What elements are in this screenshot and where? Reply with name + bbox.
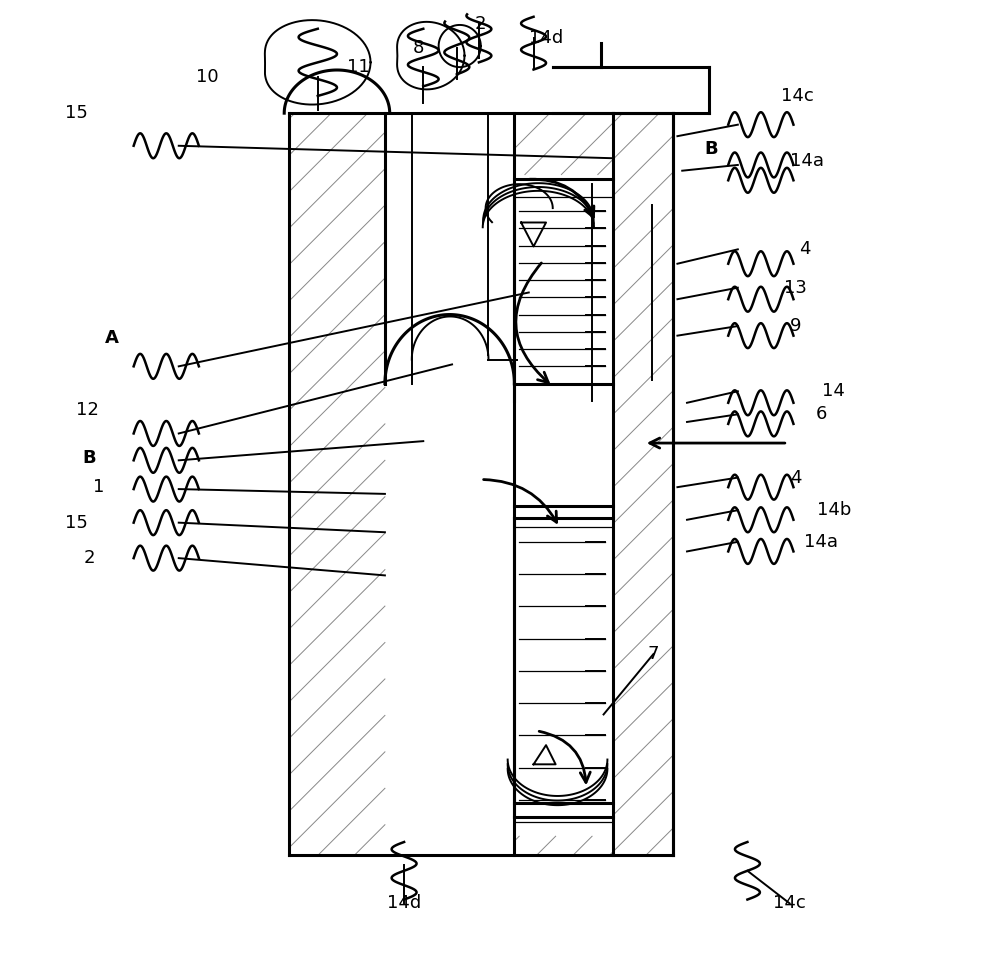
Text: 12: 12 [76,402,99,419]
Text: 4: 4 [799,241,811,258]
Text: 7: 7 [648,645,659,663]
Text: B: B [83,450,96,467]
Text: B: B [704,140,718,157]
Text: 14a: 14a [790,152,824,170]
Text: 4: 4 [790,469,801,486]
Text: 14d: 14d [387,895,421,912]
Text: 9: 9 [790,317,801,335]
Text: 15: 15 [65,514,88,531]
Text: 15: 15 [65,105,88,122]
Text: 1: 1 [93,479,105,496]
Text: 14c: 14c [781,87,814,105]
Text: 14: 14 [822,383,845,400]
Text: 6: 6 [816,406,827,423]
Text: A: A [105,329,119,346]
Text: 14d: 14d [529,30,563,47]
Text: 2: 2 [475,15,487,33]
Text: 13: 13 [784,279,807,296]
Text: 2: 2 [84,550,95,567]
Text: 11: 11 [347,58,369,76]
Text: 14b: 14b [817,502,851,519]
Text: 8: 8 [413,39,424,57]
Text: 14a: 14a [804,533,838,550]
Text: 10: 10 [196,68,219,85]
Text: 14c: 14c [773,895,806,912]
